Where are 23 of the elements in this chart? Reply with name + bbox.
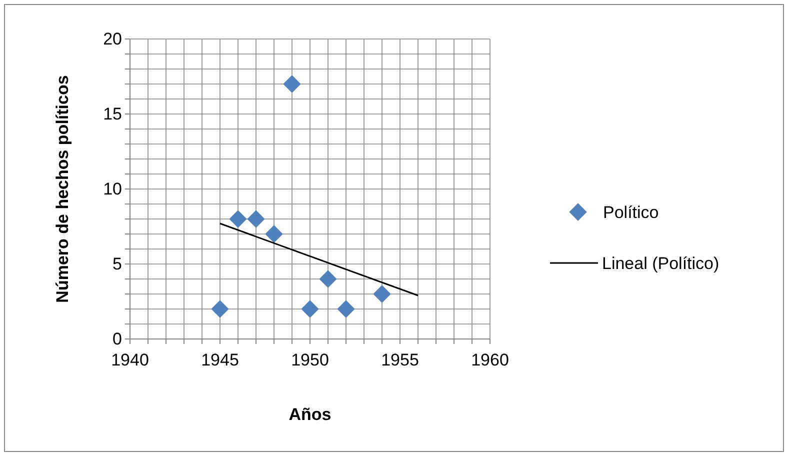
point bbox=[301, 300, 319, 318]
x-axis-title: Años bbox=[288, 405, 332, 424]
x-tick-label: 1960 bbox=[471, 350, 509, 370]
y-tick-label: 0 bbox=[112, 329, 122, 348]
y-tick-label: 5 bbox=[112, 254, 122, 274]
y-axis-title: Número de hechos políticos bbox=[53, 75, 72, 303]
point bbox=[373, 285, 391, 303]
point bbox=[283, 75, 301, 93]
legend-label: Político bbox=[603, 203, 659, 222]
point bbox=[229, 210, 247, 228]
point bbox=[265, 225, 283, 243]
legend-label: Lineal (Político) bbox=[602, 254, 720, 273]
point bbox=[211, 300, 229, 318]
point bbox=[247, 210, 265, 228]
y-tick-label: 15 bbox=[103, 104, 122, 124]
point bbox=[337, 300, 355, 318]
x-tick-label: 1950 bbox=[291, 350, 329, 370]
x-tick-label: 1940 bbox=[111, 350, 149, 370]
y-tick-label: 10 bbox=[103, 179, 122, 198]
x-tick-label: 1955 bbox=[381, 350, 419, 370]
x-tick-label: 1945 bbox=[201, 350, 239, 370]
y-tick-label: 20 bbox=[103, 29, 122, 48]
point bbox=[319, 270, 337, 288]
